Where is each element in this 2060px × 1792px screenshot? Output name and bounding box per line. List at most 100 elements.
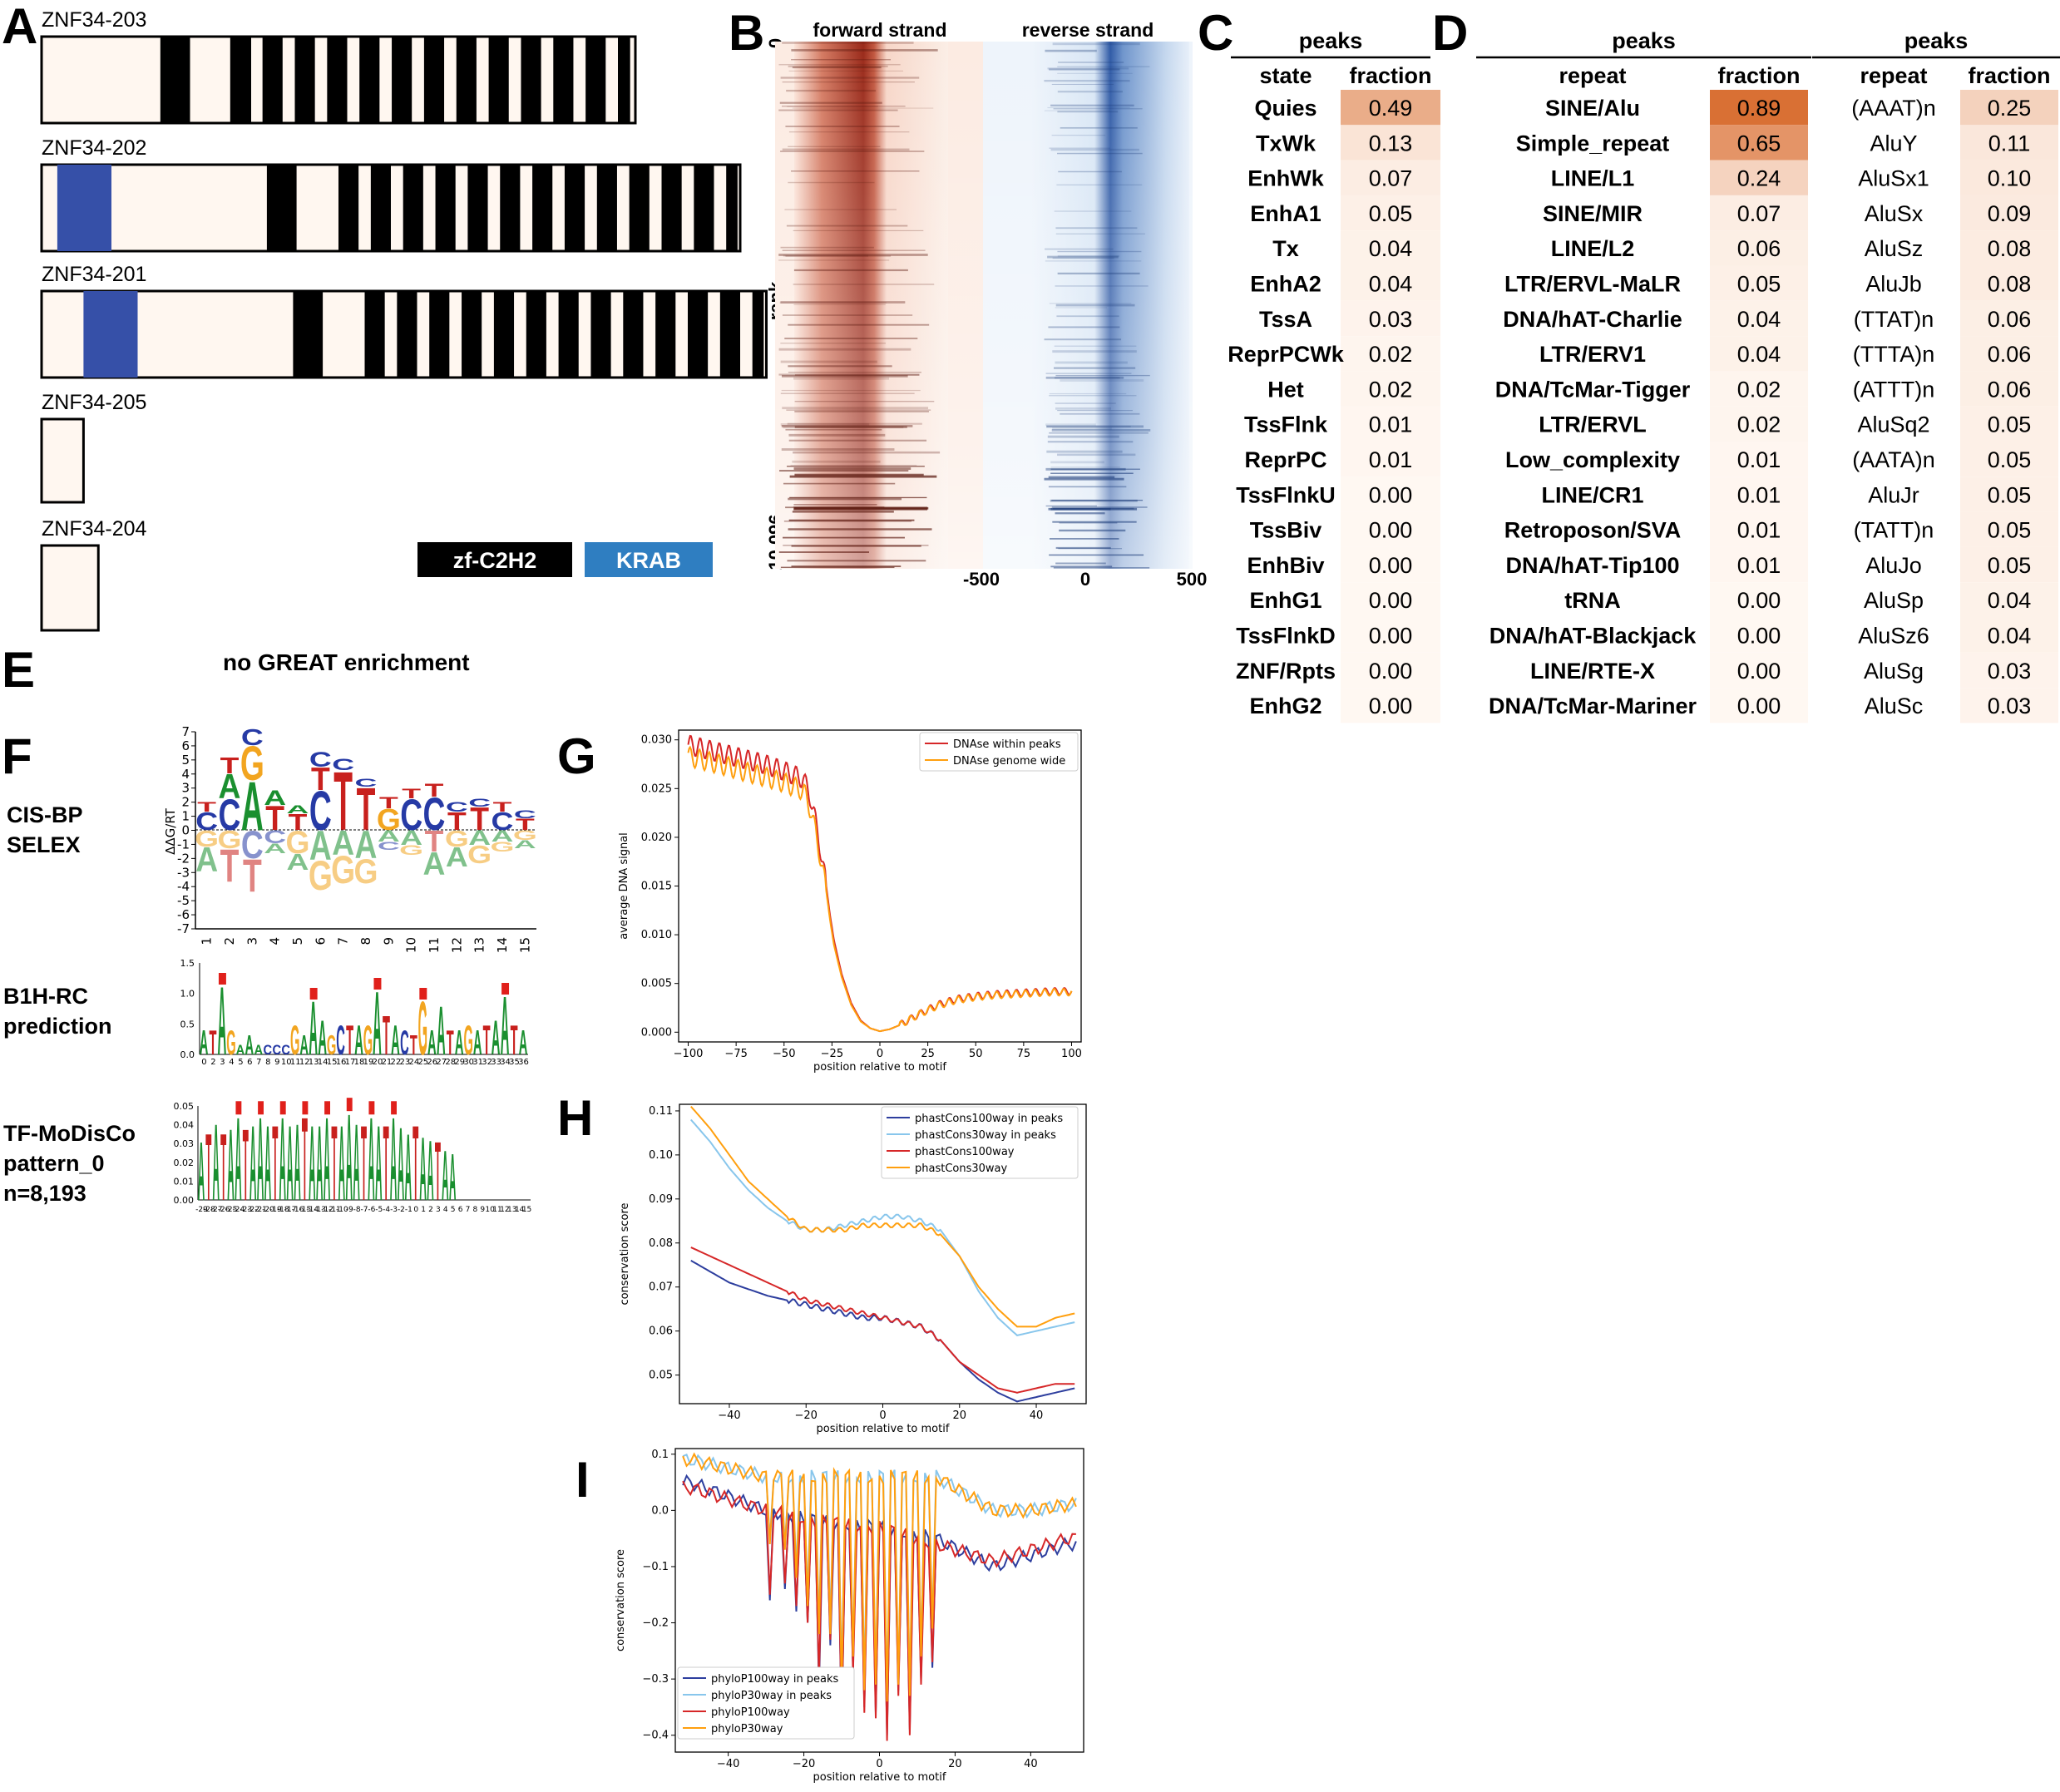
fraction-value: 0.04 (1369, 272, 1413, 297)
modisco-error-marker (235, 1101, 242, 1115)
reverse-noise-streak (1059, 522, 1118, 524)
reverse-noise-streak (1055, 374, 1150, 377)
row-label: AluSx1 (1858, 166, 1929, 191)
zf-c2h2-domain (338, 165, 359, 251)
logo-letter: T (493, 800, 512, 815)
forward-noise-streak (779, 101, 882, 104)
row-label: EnhA1 (1250, 201, 1321, 226)
logo-letter: A (264, 786, 286, 809)
zf-c2h2-domain (500, 165, 521, 251)
b1h-x-tick-label: 14 (318, 1058, 329, 1067)
fraction-value: 0.00 (1369, 588, 1413, 613)
panel-label-h: H (557, 1090, 593, 1146)
reverse-noise-streak (1055, 546, 1111, 549)
reverse-noise-streak (1050, 148, 1139, 151)
logo-letter: T (379, 794, 398, 812)
zf-c2h2-domain (521, 37, 541, 123)
motif-source-label: pattern_0 (3, 1151, 105, 1176)
selex-x-tick-label: 8 (358, 937, 373, 945)
row-label: LTR/ERVL-MaLR (1504, 272, 1681, 297)
forward-noise-streak (778, 63, 901, 66)
fraction-cell (1960, 300, 2058, 337)
fraction-cell (1710, 582, 1808, 618)
fraction-cell (1341, 546, 1440, 583)
repeat-family-table: peaks repeat fraction SINE/Alu 0.89 Simple_re… (1476, 28, 1811, 723)
reverse-noise-streak (1060, 126, 1138, 129)
selex-y-tick-label: 5 (181, 753, 190, 768)
zf-c2h2-domain (752, 291, 764, 378)
row-label: LTR/ERVL (1539, 412, 1647, 437)
modisco-error-marker (302, 1101, 309, 1115)
b1h-error-marker (373, 978, 382, 990)
logo-letter: A (241, 768, 264, 845)
zf-c2h2-domain (488, 37, 509, 123)
b1h-error-marker (419, 988, 427, 1000)
reverse-noise-streak (1056, 315, 1119, 318)
x-tick-label: −75 (724, 1048, 747, 1060)
logo-letter: C (514, 808, 536, 821)
reverse-noise-streak (1057, 453, 1136, 457)
modisco-x-tick-label: 9 (480, 1206, 485, 1214)
logo-letter: G (399, 843, 423, 858)
row-label: AluSz (1865, 236, 1924, 261)
great-enrichment-note: no GREAT enrichment (223, 649, 470, 675)
x-axis-label: position relative to motif (813, 1061, 946, 1074)
logo-letter: A (446, 842, 468, 873)
logo-letter: T (243, 1108, 249, 1222)
y-tick-label: −0.4 (642, 1730, 669, 1742)
fraction-value: 0.02 (1369, 342, 1413, 367)
modisco-x-tick-label: 5 (451, 1206, 456, 1214)
forward-noise-streak (793, 504, 877, 506)
fraction-value: 0.01 (1737, 518, 1781, 543)
column-header: fraction (1349, 63, 1431, 88)
repeat-subfamily-table: peaks repeat fraction (AAAT)n 0.25 AluY 0.11 Al… (1812, 28, 2060, 723)
forward-noise-streak (788, 519, 915, 521)
logo-letter: T (220, 753, 240, 778)
isoform-name: ZNF34-203 (42, 8, 146, 32)
heatmap-x-tick-0: 0 (1080, 569, 1090, 590)
logo-letter: C (263, 1043, 272, 1058)
fraction-value: 0.05 (1988, 518, 2032, 543)
legend-label: phastCons100way (915, 1146, 1015, 1158)
forward-noise-streak (781, 389, 921, 392)
selex-x-tick-label: 14 (495, 937, 510, 953)
fraction-value: 0.00 (1737, 588, 1781, 613)
logo-letter: A (375, 1104, 382, 1224)
reverse-noise-streak (1049, 432, 1149, 434)
reverse-noise-streak (1054, 367, 1136, 369)
x-tick-label: −20 (793, 1758, 815, 1770)
x-tick-label: 0 (876, 1758, 882, 1770)
fraction-cell (1710, 652, 1808, 689)
b1h-x-tick-label: 30 (463, 1058, 474, 1067)
forward-noise-streak (794, 411, 929, 412)
b1h-y-tick-label: 1.0 (180, 989, 195, 1000)
logo-letter: T (357, 777, 376, 843)
zf-c2h2-domain (726, 165, 738, 251)
logo-letter: G (218, 826, 242, 854)
logo-letter: T (302, 1093, 308, 1226)
fraction-value: 0.04 (1369, 236, 1413, 261)
fraction-value: 0.08 (1988, 272, 2032, 297)
zf-c2h2-domain (423, 37, 445, 123)
reverse-noise-streak (1052, 427, 1112, 430)
forward-noise-streak (785, 126, 900, 127)
forward-noise-streak (787, 466, 925, 467)
forward-noise-streak (780, 566, 895, 569)
logo-letter: T (243, 851, 262, 902)
legend-swatch-zf-c2h2 (417, 542, 572, 577)
forward-noise-streak (783, 426, 904, 429)
forward-noise-streak (788, 323, 930, 326)
row-label: DNA/TcMar-Mariner (1489, 694, 1697, 718)
logo-letter: G (463, 1017, 472, 1064)
modisco-error-marker (324, 1101, 330, 1115)
fraction-value: 0.06 (1988, 342, 2032, 367)
logo-letter: C (468, 797, 491, 809)
forward-noise-streak (783, 536, 905, 539)
y-tick-label: 0.0 (651, 1504, 669, 1517)
row-label: EnhWk (1247, 166, 1324, 191)
fraction-cell (1960, 230, 2058, 266)
forward-noise-streak (779, 470, 909, 471)
isoform-bar (40, 417, 85, 504)
reverse-noise-streak (1055, 512, 1105, 515)
motif-source-label: SELEX (7, 832, 81, 857)
